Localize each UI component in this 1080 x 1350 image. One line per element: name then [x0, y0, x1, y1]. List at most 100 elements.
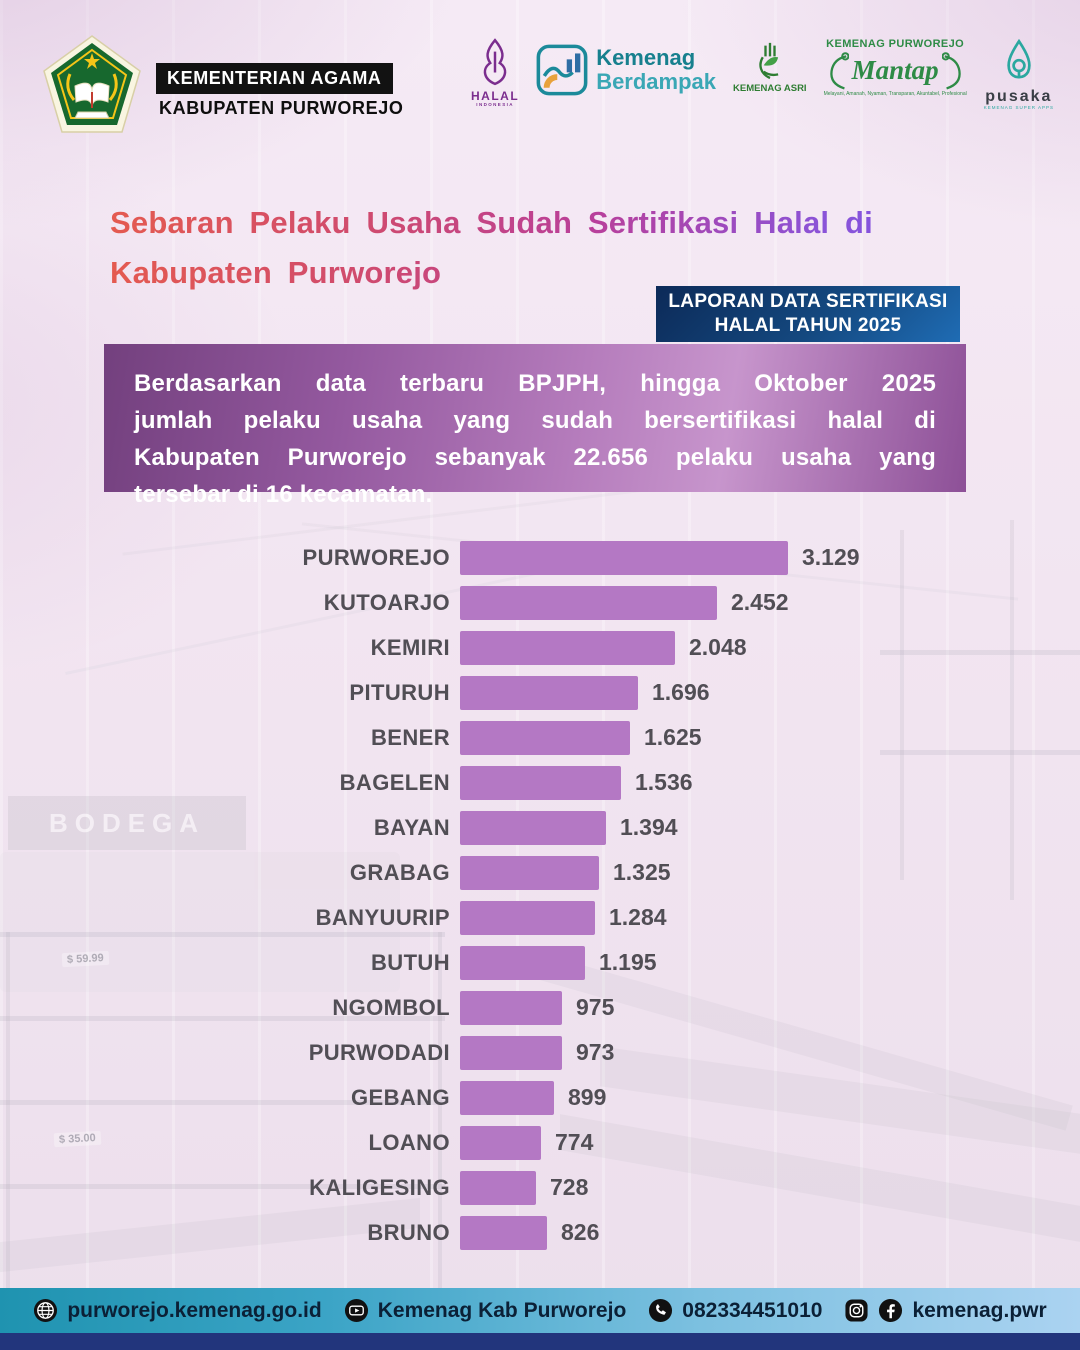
- shelf-post: [1010, 520, 1014, 900]
- chart-value-label: 1.696: [652, 679, 710, 705]
- chart-value-label: 1.325: [613, 859, 671, 885]
- kemenag-mantap-logo: KEMENAG PURWOREJO Mantap Melayani, Amana…: [824, 38, 967, 98]
- chart-row: PURWOREJO 3.129: [110, 535, 970, 580]
- page-title: Sebaran Pelaku Usaha Sudah Sertifikasi H…: [110, 198, 982, 298]
- pusaka-label: pusaka: [985, 88, 1053, 105]
- chart-category-label: KALIGESING: [309, 1174, 450, 1200]
- chart-bar: [460, 990, 562, 1025]
- chart-row: NGOMBOL 975: [110, 985, 970, 1030]
- chart-row: BUTUH 1.195: [110, 940, 970, 985]
- price-tag: $ 35.00: [53, 1130, 102, 1148]
- report-badge-line2: HALAL TAHUN 2025: [714, 315, 902, 336]
- chart-row: BRUNO 826: [110, 1210, 970, 1255]
- thumbs-up-left-icon: [829, 52, 849, 90]
- halal-label: HALAL: [471, 89, 520, 103]
- chart-bar: [460, 540, 788, 575]
- whatsapp-icon: [649, 1298, 673, 1323]
- chart-value-label: 1.625: [644, 724, 702, 750]
- chart-row: KEMIRI 2.048: [110, 625, 970, 670]
- chart-category-label: BAYAN: [373, 814, 450, 840]
- chart-category-label: PURWOREJO: [302, 544, 450, 570]
- footer-phone: 082334451010: [682, 1298, 823, 1322]
- pusaka-logo: pusaka KEMENAG SUPER APPS: [984, 38, 1054, 111]
- chart-bar: [460, 675, 638, 710]
- chart-category-label: BRUNO: [367, 1219, 450, 1245]
- report-badge-line1: LAPORAN DATA SERTIFIKASI: [668, 291, 948, 312]
- halal-gunungan-icon: [483, 38, 507, 86]
- footer-youtube: Kemenag Kab Purworejo: [377, 1298, 627, 1322]
- chart-bar: [460, 1125, 541, 1160]
- halal-indonesia-logo: HALAL INDONESIA: [471, 38, 519, 108]
- pusaka-drop-icon: [1007, 38, 1031, 79]
- description-line: Kabupaten Purworejo sebanyak 22.656 pela…: [134, 444, 936, 471]
- chart-row: KALIGESING 728: [110, 1165, 970, 1210]
- chart-row: GRABAG 1.325: [110, 850, 970, 895]
- chart-category-label: PITURUH: [349, 679, 450, 705]
- chart-bar: [460, 1170, 536, 1205]
- report-badge: LAPORAN DATA SERTIFIKASI HALAL TAHUN 202…: [656, 286, 960, 342]
- chart-value-label: 973: [576, 1039, 615, 1065]
- chart-bar: [460, 765, 621, 800]
- chart-value-label: 975: [576, 994, 615, 1020]
- chart-bar: [460, 1215, 547, 1250]
- chart-category-label: NGOMBOL: [332, 994, 450, 1020]
- chart-value-label: 774: [555, 1129, 594, 1155]
- chart-category-label: KEMIRI: [370, 634, 450, 660]
- chart-value-label: 2.452: [731, 589, 789, 615]
- chart-bar: [460, 630, 675, 665]
- chart-category-label: BAGELEN: [339, 769, 450, 795]
- mantap-sub-label: Melayani, Amanah, Nyaman, Transparan, Ak…: [823, 91, 967, 98]
- mantap-script-text: Mantap: [851, 55, 939, 86]
- chart-value-label: 1.195: [599, 949, 657, 975]
- chart-row: GEBANG 899: [110, 1075, 970, 1120]
- chart-row: BENER 1.625: [110, 715, 970, 760]
- chart-value-label: 2.048: [689, 634, 747, 660]
- asri-hand-leaf-icon: [759, 42, 779, 80]
- bar-chart: PURWOREJO 3.129 KUTOARJO 2.452 KEMIRI 2.048 PI…: [110, 535, 970, 1255]
- header-agency: KEMENTERIAN AGAMA KABUPATEN PURWOREJO: [42, 34, 403, 134]
- chart-category-label: BANYUURIP: [315, 904, 450, 930]
- chart-bar: [460, 1035, 562, 1070]
- chart-value-label: 3.129: [802, 544, 860, 570]
- chart-value-label: 899: [568, 1084, 607, 1110]
- footer-website: purworejo.kemenag.go.id: [67, 1298, 322, 1322]
- agency-region: KABUPATEN PURWOREJO: [159, 98, 404, 118]
- halal-sublabel: INDONESIA: [476, 102, 514, 108]
- chart-category-label: BUTUH: [371, 949, 450, 975]
- chart-category-label: LOANO: [368, 1129, 450, 1155]
- chart-bar: [460, 855, 599, 890]
- chart-category-label: GRABAG: [349, 859, 450, 885]
- chart-row: PURWODADI 973: [110, 1030, 970, 1075]
- chart-value-label: 1.394: [620, 814, 678, 840]
- description-line: jumlah pelaku usaha yang sudah bersertif…: [134, 407, 936, 434]
- chart-bar: [460, 945, 585, 980]
- kemenag-logo-icon: [43, 35, 141, 133]
- mantap-top-label: KEMENAG PURWOREJO: [826, 38, 965, 50]
- description-line: tersebar di 16 kecamatan.: [134, 481, 433, 508]
- berdampak-text: Kemenag Berdampak: [596, 44, 716, 94]
- facebook-icon: [879, 1298, 903, 1323]
- chart-bar: [460, 900, 595, 935]
- chart-category-label: GEBANG: [351, 1084, 450, 1110]
- kemenag-berdampak-logo: Kemenag Berdampak: [536, 44, 716, 96]
- chart-category-label: PURWODADI: [308, 1039, 450, 1065]
- chart-value-label: 728: [550, 1174, 589, 1200]
- description-box: Berdasarkan data terbaru BPJPH, hingga O…: [104, 344, 966, 508]
- page-title-line2: Kabupaten Purworejo: [110, 255, 442, 290]
- agency-name: KEMENTERIAN AGAMA: [156, 63, 393, 94]
- berdampak-icon: [536, 44, 588, 96]
- chart-value-label: 1.536: [635, 769, 693, 795]
- chart-bar: [460, 810, 606, 845]
- chart-row: BAYAN 1.394: [110, 805, 970, 850]
- thumbs-up-right-icon: [941, 52, 961, 90]
- kemenag-asri-logo: KEMENAG ASRI: [733, 38, 807, 94]
- bottom-strip: [0, 1333, 1080, 1350]
- footer-social: kemenag.pwr: [912, 1298, 1047, 1322]
- pusaka-sublabel: KEMENAG SUPER APPS: [983, 104, 1054, 110]
- chart-row: LOANO 774: [110, 1120, 970, 1165]
- berdampak-line1: Kemenag: [596, 44, 696, 70]
- mantap-script-row: Mantap: [827, 50, 964, 92]
- header-agency-text: KEMENTERIAN AGAMA KABUPATEN PURWOREJO: [156, 63, 403, 119]
- price-tag: $ 59.99: [61, 950, 110, 968]
